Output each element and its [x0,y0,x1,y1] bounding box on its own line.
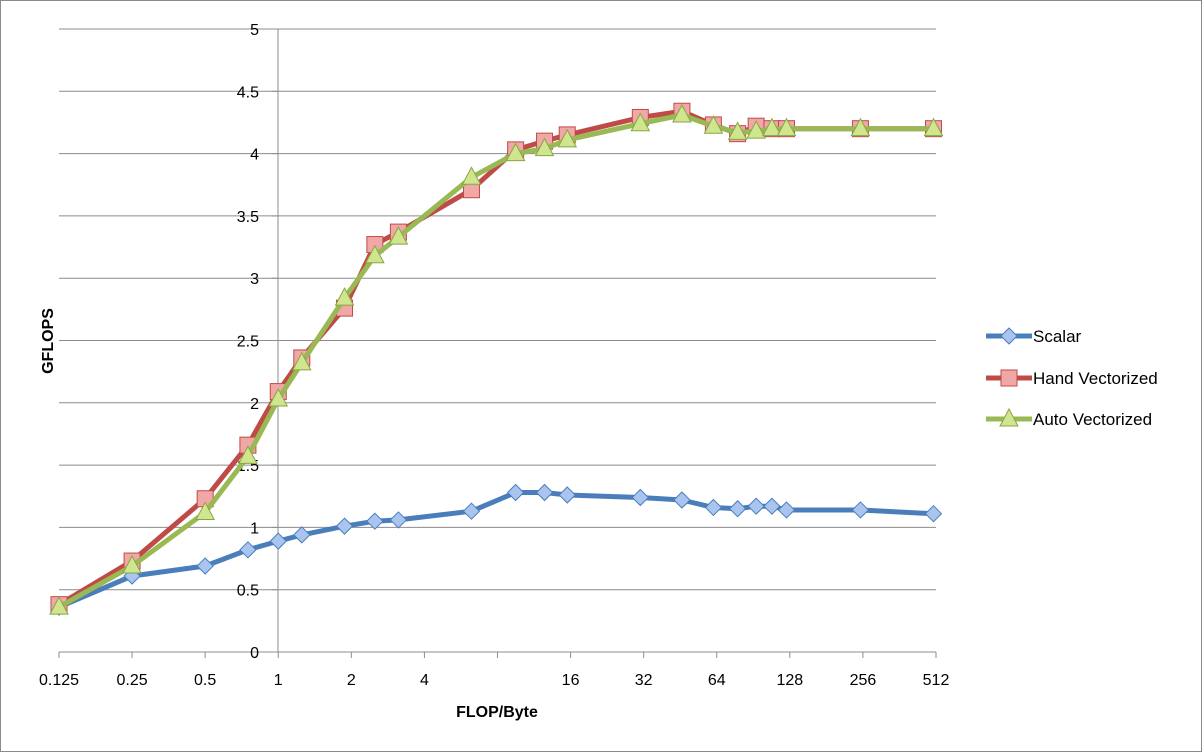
legend: Scalar Hand Vectorized Auto Vectorized [986,327,1158,429]
axes [58,28,937,658]
series-line-auto-vectorized [57,112,934,610]
series-auto-vectorized [49,103,944,615]
y-tick-label: 0 [250,645,259,662]
y-tick-label: 4.5 [237,84,259,101]
x-tick-label: 0.125 [39,672,79,689]
data-point-scalar [763,497,781,515]
data-point-scalar [389,511,408,529]
legend-marker-hand-vectorized [1000,369,1018,387]
data-point-auto-vectorized [291,351,312,371]
y-tick-label: 0.5 [237,583,259,600]
data-point-auto-vectorized [334,287,355,306]
legend-label: Hand Vectorized [1033,369,1158,388]
data-point-scalar [239,541,257,559]
data-point-scalar [506,483,525,502]
data-point-scalar [777,501,796,519]
x-tick-label: 128 [776,672,803,689]
data-point-auto-vectorized [238,445,258,464]
data-point-auto-vectorized [703,115,724,134]
y-tick-label: 2 [250,396,259,413]
data-point-auto-vectorized [388,226,409,245]
x-axis-title: FLOP/Byte [456,704,538,721]
legend-marker-scalar [1000,327,1018,345]
gridlines [59,28,936,591]
data-point-scalar [851,501,870,519]
legend-marker-auto-vectorized [999,407,1019,427]
data-point-scalar [269,532,287,550]
y-tick-label: 2.5 [237,334,259,351]
data-point-auto-vectorized [365,244,385,264]
x-tick-label: 32 [635,672,653,689]
data-point-auto-vectorized [762,117,782,137]
x-tick-label: 4 [420,672,429,689]
y-tick-label: 1 [250,520,259,537]
data-point-auto-vectorized [850,117,871,137]
series-line-hand-vectorized [57,108,934,607]
data-point-auto-vectorized [557,128,578,148]
data-point-scalar [558,486,576,504]
data-point-scalar [335,517,354,535]
legend-item-auto-vectorized: Auto Vectorized [986,407,1152,429]
data-point-auto-vectorized [776,117,797,137]
x-tick-label: 256 [850,672,877,689]
data-point-auto-vectorized [49,596,69,615]
y-tick-labels: 00.511.522.533.544.55 [237,22,259,662]
series-hand-vectorized [50,102,942,614]
data-point-scalar [535,483,554,502]
series-group [49,102,944,616]
x-tick-label: 64 [708,672,726,689]
data-point-auto-vectorized [923,117,944,137]
x-tick-label: 0.25 [117,672,148,689]
data-point-scalar [673,491,691,509]
x-tick-label: 512 [923,672,950,689]
data-point-auto-vectorized [746,120,766,139]
data-point-auto-vectorized [727,121,748,140]
data-point-scalar [366,512,384,530]
y-tick-label: 5 [250,22,259,39]
y-tick-label: 4 [250,147,259,164]
data-point-auto-vectorized [122,554,142,574]
x-tick-label: 16 [562,672,580,689]
data-point-scalar [631,488,650,507]
data-point-scalar [704,498,723,517]
data-point-scalar [462,502,481,520]
legend-label: Scalar [1033,327,1082,346]
legend-label: Auto Vectorized [1033,410,1152,429]
x-tick-label: 2 [347,672,356,689]
x-tick-labels: 0.125 0.25 0.5 1 2 4 16 32 64 128 256 512 [39,672,949,689]
data-point-scalar [747,497,765,515]
y-tick-label: 3.5 [237,209,259,226]
data-point-auto-vectorized [195,501,215,520]
data-point-scalar [728,500,747,518]
legend-item-hand-vectorized: Hand Vectorized [986,369,1158,388]
data-point-scalar [293,526,311,544]
data-point-auto-vectorized [461,166,482,185]
data-point-auto-vectorized [630,112,651,132]
data-point-auto-vectorized [268,387,289,407]
data-point-auto-vectorized [672,103,692,123]
data-point-auto-vectorized [534,137,555,157]
data-point-scalar [196,557,214,575]
data-point-auto-vectorized [505,142,526,162]
series-scalar [50,483,943,616]
y-tick-label: 3 [250,271,259,288]
y-axis-title: GFLOPS [40,308,57,374]
x-tick-label: 0.5 [194,672,216,689]
x-tick-label: 1 [274,672,283,689]
legend-item-scalar: Scalar [986,327,1082,346]
data-point-scalar [924,504,943,523]
